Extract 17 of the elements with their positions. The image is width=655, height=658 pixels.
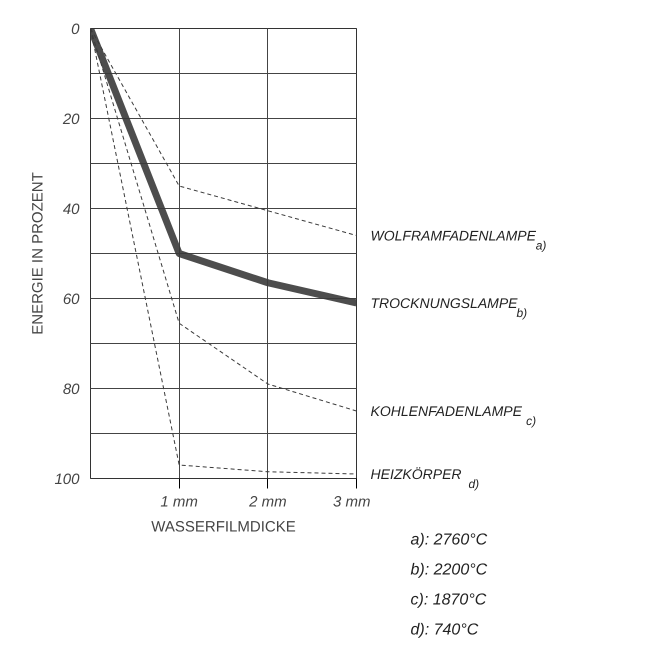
y-tick-label: 60 [62, 291, 80, 308]
y-axis-title: ENERGIE IN PROZENT [29, 172, 46, 335]
series-label: HEIZKÖRPERd) [370, 466, 480, 491]
x-tick-label: 3 mm [333, 494, 370, 510]
text: a): 2760°C [410, 532, 488, 548]
y-tick-label: 20 [62, 111, 80, 128]
x-axis-title: WASSERFILMDICKE [151, 518, 296, 536]
x-tick-label: 1 mm [160, 494, 198, 510]
series-label: KOHLENFADENLAMPEc) [370, 403, 536, 428]
y-tick-label: 100 [54, 471, 80, 488]
y-tick-label: 80 [62, 381, 80, 398]
text: b): 2200°C [410, 562, 488, 578]
x-tick-label: 2 mm [248, 494, 287, 510]
y-tick-label: 0 [71, 21, 80, 38]
text: c): 1870°C [410, 592, 487, 608]
text: d): 740°C [410, 622, 479, 638]
y-tick-label: 40 [62, 201, 80, 218]
